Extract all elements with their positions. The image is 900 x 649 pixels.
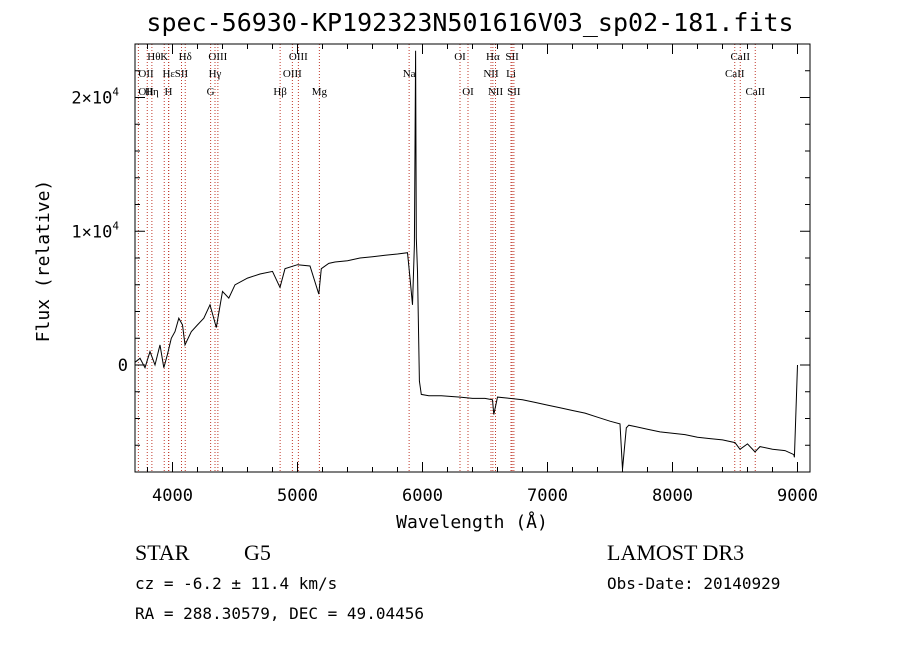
survey-name: LAMOST DR3 xyxy=(607,540,744,565)
spectrum-series-line xyxy=(134,50,798,470)
y-tick-label: 2×104 xyxy=(71,86,119,109)
x-tick-label: 9000 xyxy=(777,486,818,506)
line-label-5: Hη xyxy=(145,86,159,98)
line-label-8: Hδ xyxy=(179,51,192,63)
line-label-18: OI xyxy=(462,86,474,98)
x-tick-label: 7000 xyxy=(527,486,568,506)
line-label-17: OI xyxy=(454,51,466,63)
line-label-12: Hβ xyxy=(273,86,287,98)
y-tick-exponent: 4 xyxy=(112,219,119,232)
line-label-11: G xyxy=(207,86,215,98)
line-label-15: Mg xyxy=(312,86,328,98)
line-label-10: Hγ xyxy=(209,68,222,80)
line-label-1: OII xyxy=(138,68,154,80)
redshift-text: cz = -6.2 ± 11.4 km/s xyxy=(135,574,337,593)
x-axis-label: Wavelength (Å) xyxy=(396,511,548,533)
x-tick-label: 8000 xyxy=(652,486,693,506)
y-axis-label: Flux (relative) xyxy=(33,180,54,343)
axis-ticks xyxy=(135,43,810,472)
line-label-25: CaII xyxy=(730,51,750,63)
line-label-6: H xyxy=(165,86,173,98)
line-label-27: CaII xyxy=(745,86,765,98)
line-label-7: SII xyxy=(175,68,189,80)
line-label-9: OIII xyxy=(208,51,227,63)
x-tick-label: 4000 xyxy=(152,486,193,506)
y-tick-exponent: 4 xyxy=(112,86,119,99)
y-tick-label: 1×104 xyxy=(71,219,119,242)
y-tick-labels: 0 1×104 2×104 xyxy=(71,86,128,377)
line-label-2: OII xyxy=(138,86,154,98)
line-markers xyxy=(137,44,756,472)
line-label-26: CaII xyxy=(725,68,745,80)
line-label-13: OIII xyxy=(289,51,308,63)
line-label-3: K xyxy=(160,51,168,63)
y-tick-label: 0 xyxy=(118,356,128,376)
line-label-0: Hθ xyxy=(147,51,160,63)
line-label-14: OIII xyxy=(283,68,302,80)
plot-frame xyxy=(134,43,811,473)
object-subclass: G5 xyxy=(244,540,271,565)
x-tick-labels: 4000 5000 6000 7000 8000 9000 xyxy=(152,486,818,506)
line-label-4: Hε xyxy=(162,68,175,80)
line-label-22: SII xyxy=(505,51,519,63)
line-label-21: NII xyxy=(488,86,504,98)
line-label-23: Li xyxy=(506,68,516,80)
object-class: STAR xyxy=(135,540,190,565)
obs-date: Obs-Date: 20140929 xyxy=(607,574,780,593)
chart-title: spec-56930-KP192323N501616V03_sp02-181.f… xyxy=(146,8,793,37)
x-tick-label: 5000 xyxy=(277,486,318,506)
line-label-16: Na xyxy=(403,68,416,80)
x-tick-label: 6000 xyxy=(402,486,443,506)
line-label-19: Hα xyxy=(486,51,500,63)
coordinates: RA = 288.30579, DEC = 49.04456 xyxy=(135,604,424,623)
line-label-20: NII xyxy=(483,68,499,80)
line-label-24: SII xyxy=(507,86,521,98)
